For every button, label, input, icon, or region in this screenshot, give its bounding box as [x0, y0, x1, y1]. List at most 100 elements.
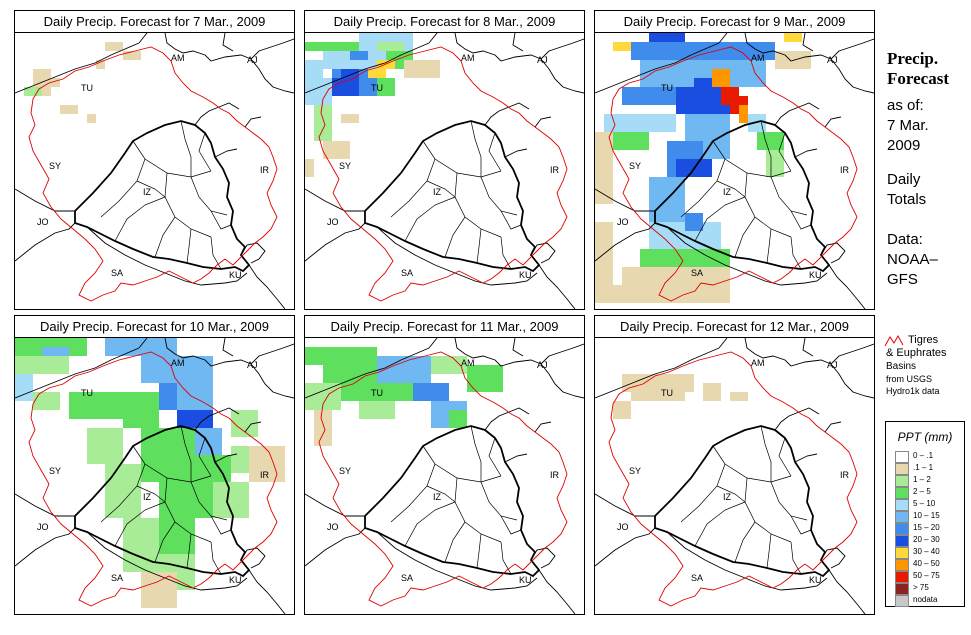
- country-border: [164, 338, 252, 367]
- country-border: [428, 33, 438, 44]
- country-label-jo: JO: [617, 522, 629, 532]
- country-border: [15, 222, 76, 262]
- forecast-panel-12-mar: Daily Precip. Forecast for 12 Mar., 2009…: [594, 315, 875, 615]
- country-label-sa: SA: [111, 268, 123, 278]
- country-border: [538, 264, 576, 309]
- country-border: [718, 33, 728, 44]
- country-border: [305, 222, 366, 262]
- ppt-swatch: [895, 511, 909, 523]
- precip-cell: [631, 42, 775, 60]
- province-border: [426, 485, 456, 503]
- ppt-swatch: [895, 535, 909, 547]
- country-label-sa: SA: [111, 573, 123, 583]
- country-border: [744, 338, 832, 367]
- country-border: [214, 148, 238, 158]
- precip-cell: [150, 590, 177, 608]
- precip-cell: [757, 132, 784, 150]
- basin-line-icon: [884, 334, 904, 347]
- country-label-aj: AJ: [827, 360, 838, 370]
- province-border: [186, 533, 192, 569]
- country-border: [376, 531, 538, 591]
- country-label-tu: TU: [661, 388, 673, 398]
- precip-cell: [784, 33, 802, 42]
- country-border: [794, 453, 818, 463]
- map-area: AM AJ TU SY IR IZ JO SA KU: [14, 32, 295, 310]
- province-border: [100, 463, 146, 523]
- panel-title: Daily Precip. Forecast for 10 Mar., 2009: [14, 315, 295, 339]
- precip-cell: [305, 60, 323, 78]
- country-border: [824, 421, 842, 433]
- country-border: [164, 33, 252, 62]
- ppt-legend-item: .1 – 1: [895, 462, 963, 475]
- country-border: [454, 338, 542, 367]
- country-border: [802, 338, 814, 357]
- province-border: [404, 501, 456, 547]
- country-label-ir: IR: [840, 470, 850, 480]
- country-border: [540, 58, 584, 94]
- country-border: [86, 226, 248, 286]
- province-border: [716, 485, 746, 503]
- precip-cell: [323, 141, 350, 159]
- precip-cell: [377, 60, 395, 69]
- province-border: [454, 477, 502, 543]
- province-border: [760, 120, 772, 177]
- province-border: [190, 481, 228, 521]
- province-border: [476, 533, 482, 569]
- province-border: [480, 176, 518, 216]
- precip-overlay: [305, 33, 440, 177]
- country-label-ku: KU: [519, 270, 532, 280]
- base-map: AM AJ TU SY IR IZ JO SA KU: [595, 338, 874, 614]
- precip-cell: [69, 392, 123, 419]
- country-label-iz: IZ: [723, 187, 732, 197]
- tigris-euphrates-basin: [318, 46, 568, 302]
- country-label-aj: AJ: [537, 55, 548, 65]
- country-border: [504, 453, 528, 463]
- country-border: [484, 102, 530, 126]
- province-border: [136, 180, 166, 198]
- panel-title: Daily Precip. Forecast for 9 Mar., 2009: [594, 10, 875, 34]
- province-border: [198, 132, 212, 172]
- country-label-ku: KU: [229, 270, 242, 280]
- ppt-legend-item: > 75: [895, 582, 963, 595]
- province-border: [476, 228, 482, 264]
- ppt-swatch: [895, 595, 909, 607]
- province-border: [454, 172, 502, 238]
- panel-title: Daily Precip. Forecast for 11 Mar., 2009: [304, 315, 585, 339]
- precip-cell: [249, 446, 285, 482]
- country-border: [534, 116, 552, 128]
- province-border: [210, 515, 232, 535]
- country-label-sy: SY: [629, 466, 641, 476]
- precip-cell: [613, 401, 631, 419]
- iraq-border: [74, 425, 251, 578]
- country-border: [248, 264, 286, 309]
- precip-cell: [105, 338, 177, 356]
- province-border: [114, 501, 166, 547]
- ppt-legend-item: 50 – 75: [895, 570, 963, 583]
- country-label-sy: SY: [629, 161, 641, 171]
- country-label-ir: IR: [550, 165, 560, 175]
- precip-overlay: [15, 338, 285, 608]
- province-border: [766, 228, 772, 264]
- iraq-border: [364, 425, 541, 578]
- country-border: [376, 226, 538, 286]
- forecast-panel-9-mar: Daily Precip. Forecast for 9 Mar., 2009 …: [594, 10, 875, 310]
- province-border: [778, 132, 792, 172]
- country-border: [305, 527, 366, 567]
- forecast-panel-11-mar: Daily Precip. Forecast for 11 Mar., 2009…: [304, 315, 585, 615]
- country-label-iz: IZ: [723, 492, 732, 502]
- precip-cell: [622, 87, 676, 105]
- ppt-label: 2 – 5: [913, 487, 931, 496]
- forecast-panel-8-mar: Daily Precip. Forecast for 8 Mar., 2009 …: [304, 10, 585, 310]
- province-border: [136, 485, 166, 503]
- precip-cell: [60, 105, 78, 114]
- country-label-am: AM: [171, 53, 185, 63]
- ppt-swatch: [895, 487, 909, 499]
- base-map: AM AJ TU SY IR IZ JO SA KU: [595, 33, 874, 309]
- province-border: [770, 481, 808, 521]
- base-map: AM AJ TU SY IR IZ JO SA KU: [15, 33, 294, 309]
- province-border: [114, 196, 166, 242]
- ppt-legend-item: 2 – 5: [895, 486, 963, 499]
- country-border: [222, 338, 234, 357]
- ppt-label: > 75: [913, 583, 929, 592]
- country-border: [305, 188, 365, 212]
